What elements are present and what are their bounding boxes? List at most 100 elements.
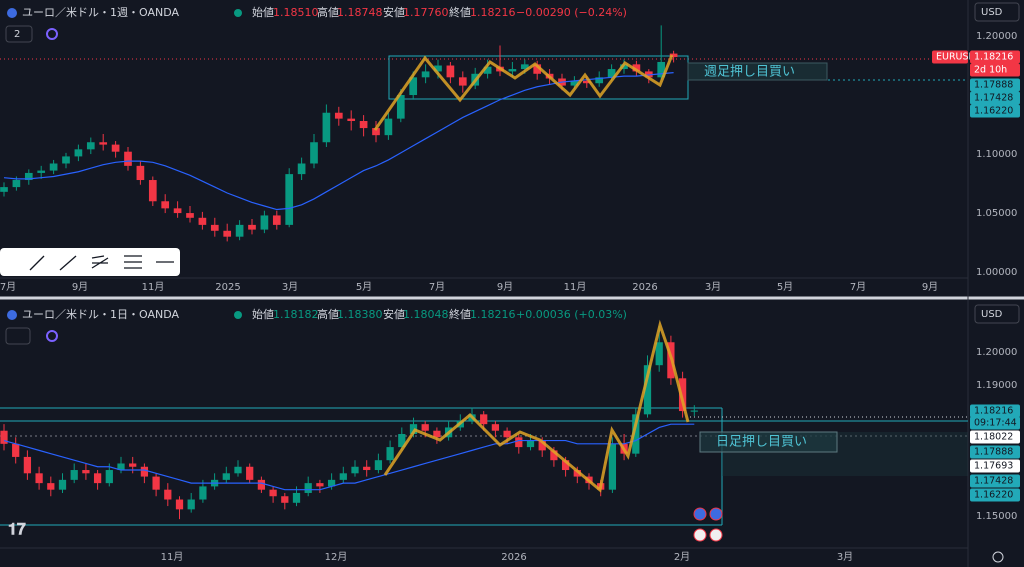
candle-body: [23, 456, 32, 474]
interval-button[interactable]: [5, 25, 33, 43]
price-badge-label: 1.18022: [974, 432, 1013, 443]
candle-body: [374, 460, 383, 471]
ohlc-close-label: 終値: [449, 307, 471, 321]
currency[interactable]: USD: [981, 7, 1003, 18]
candle-body: [359, 120, 368, 129]
candle-body: [480, 414, 488, 425]
price-badge: [970, 474, 1020, 488]
price-badge: [970, 50, 1020, 64]
candle-body: [175, 499, 184, 510]
interval-button-label[interactable]: 2: [14, 29, 20, 40]
price-badge: [970, 91, 1020, 105]
x-tick-label: 7月: [850, 281, 866, 293]
x-tick-label: 11月: [161, 551, 184, 563]
price-badge-label: 1.17428: [974, 476, 1013, 487]
candle-body: [58, 479, 67, 490]
candle-body: [199, 486, 207, 500]
candle-body: [339, 473, 347, 480]
currency-select[interactable]: [974, 304, 1020, 324]
candle-body: [409, 77, 418, 96]
annotation-box: [699, 431, 838, 453]
currency[interactable]: USD: [981, 309, 1003, 320]
candle-body: [136, 165, 145, 181]
event-icons: [693, 507, 723, 542]
candle-body: [304, 483, 312, 493]
moving-average: [3, 423, 695, 491]
candle-body: [632, 64, 641, 72]
candle-body: [285, 174, 294, 225]
price-badge: [970, 459, 1020, 473]
ohlc-close: 1.18216: [470, 6, 516, 19]
price-badge-label: 1.16220: [974, 106, 1013, 117]
ohlc-close: 1.18216: [470, 308, 516, 321]
annotation: 週足押し目買い: [704, 65, 795, 80]
candle-body: [690, 410, 698, 412]
y-tick-label: 1.05000: [976, 208, 1017, 219]
currency-select[interactable]: [974, 2, 1020, 22]
candle-body: [117, 463, 125, 471]
candle-body: [49, 163, 58, 171]
candle-body: [292, 492, 301, 503]
candle-body: [458, 77, 467, 86]
candle-body: [351, 466, 359, 474]
candle-body: [322, 112, 331, 143]
y-tick-label: 1.10000: [976, 149, 1017, 160]
candle-body: [297, 163, 306, 175]
drawing-toolbar: [0, 248, 180, 276]
annotation: 日足押し目買い: [716, 435, 807, 450]
settings-icon[interactable]: [992, 551, 1004, 563]
moving-average: [3, 72, 674, 211]
candle-body: [24, 172, 33, 181]
candle-body: [140, 466, 149, 477]
candle-body: [62, 156, 70, 164]
candle-body: [152, 476, 160, 490]
price-badge: [970, 104, 1020, 118]
y-tick-label: 1.19000: [976, 380, 1017, 391]
candle-body: [12, 180, 21, 188]
y-tick-label: 1.00000: [976, 267, 1017, 278]
candle-body: [222, 473, 230, 480]
candle-body: [210, 224, 219, 231]
price-badge: [970, 63, 1020, 77]
x-tick-label: 2026: [632, 282, 657, 293]
price-badge: [970, 416, 1020, 430]
toolbar-icons[interactable]: [29, 255, 174, 271]
zigzag-drawing: [373, 54, 674, 131]
price-badge-label: 1.16220: [974, 490, 1013, 501]
candle-body: [409, 424, 418, 434]
candle-body: [173, 208, 182, 214]
annotation-box: [687, 62, 828, 81]
x-tick-label: 7月: [0, 281, 16, 293]
candle-body: [550, 450, 558, 461]
ohlc-low: 1.17760: [403, 6, 449, 19]
indicator-icon[interactable]: [46, 28, 58, 40]
symbol-icon: [7, 310, 17, 320]
candle-body: [235, 224, 244, 237]
x-tick-label: 5月: [777, 281, 793, 293]
candle-body: [164, 489, 172, 500]
candle-body: [520, 64, 529, 70]
candle-body: [396, 95, 405, 119]
candle-body: [538, 440, 546, 451]
candle-body: [47, 483, 55, 490]
candle-body: [643, 365, 652, 415]
candle-body: [12, 443, 20, 457]
x-tick-label: 3月: [282, 281, 298, 293]
candle-body: [526, 440, 535, 448]
x-tick-label: 7月: [429, 281, 445, 293]
x-tick-label: 2025: [215, 282, 240, 293]
collapse-button[interactable]: [5, 327, 31, 345]
candle-body: [111, 144, 120, 152]
x-tick-label: 9月: [72, 281, 88, 293]
candle-body: [70, 470, 78, 480]
candle-body: [372, 128, 380, 136]
price-badge-label: 1.17888: [974, 447, 1013, 458]
indicator-icon[interactable]: [46, 330, 58, 342]
candle-body: [272, 215, 281, 225]
candle-body: [37, 170, 46, 173]
candle-body: [310, 142, 318, 164]
price-badge-label: 1.17888: [974, 80, 1013, 91]
candle-body: [161, 201, 170, 209]
